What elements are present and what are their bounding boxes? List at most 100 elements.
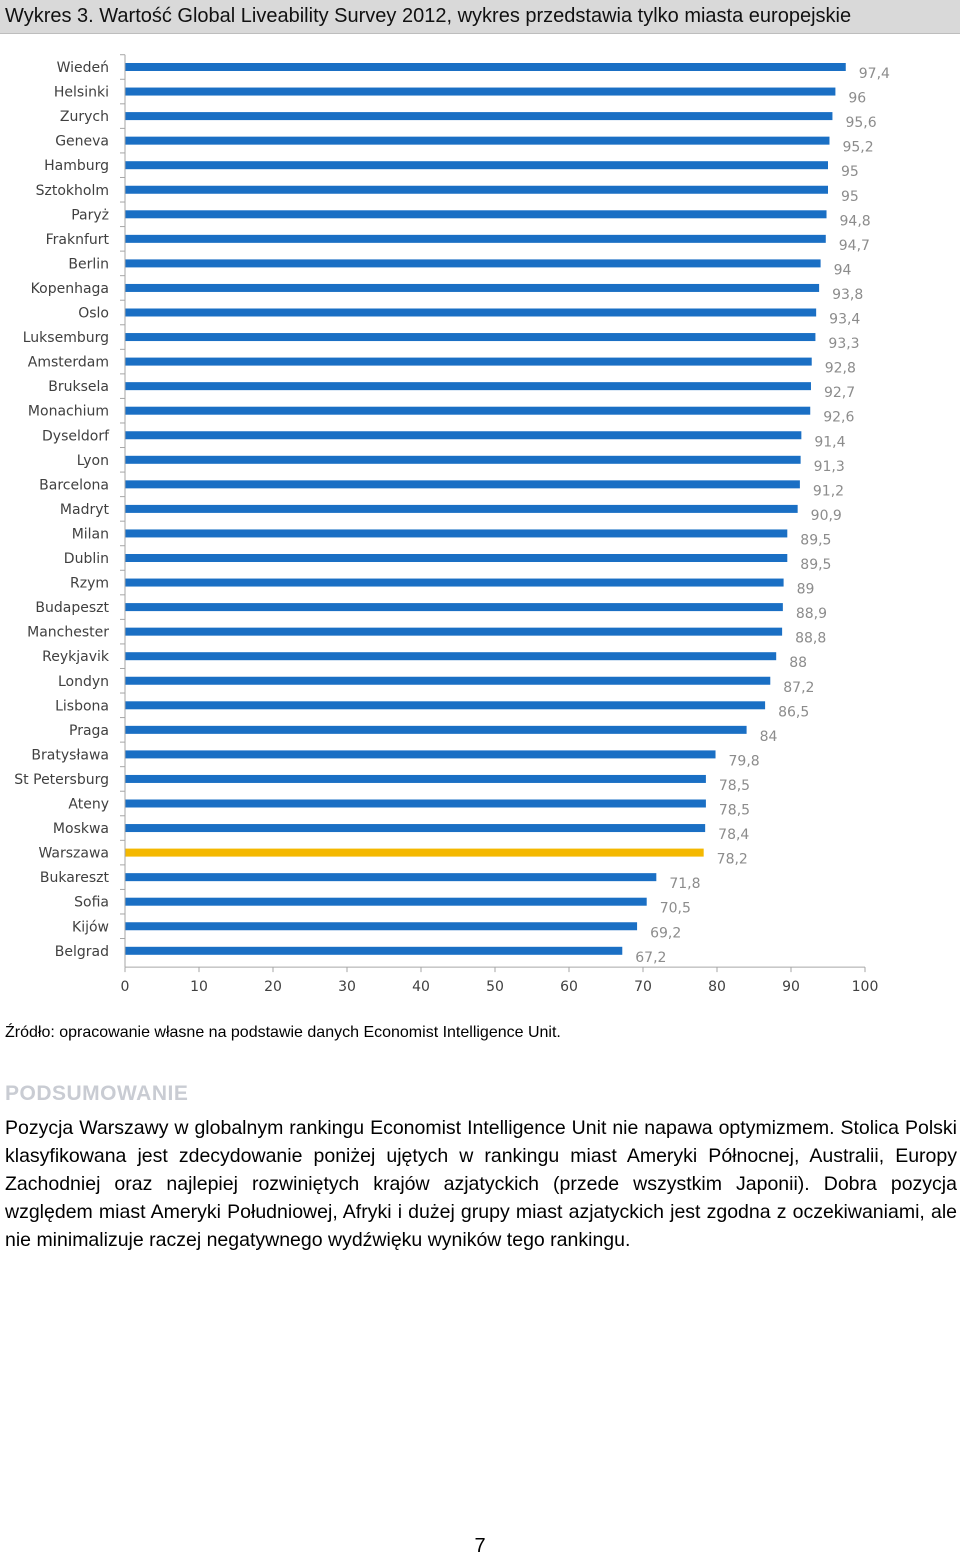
bar [125,848,704,857]
category-label: Madryt [60,502,110,518]
data-label: 84 [760,729,778,745]
category-label: Berlin [68,256,109,272]
data-label: 94 [834,262,852,278]
data-label: 89,5 [800,532,831,548]
category-label: Barcelona [39,477,109,493]
category-label: Bruksela [48,379,109,395]
category-label: Dublin [64,551,109,567]
bar [125,824,706,833]
category-label: Ateny [68,797,109,813]
bar [125,554,788,562]
category-label: Kopenhaga [31,281,109,297]
data-label: 88 [789,655,807,671]
data-label: 89,5 [800,557,831,573]
category-label: Rzym [70,576,109,592]
data-label: 95 [841,164,859,180]
x-tick-label: 10 [190,979,208,995]
bar [125,480,800,489]
data-label: 91,3 [814,459,845,475]
category-label: Bratysława [31,747,109,763]
x-tick-label: 60 [560,979,578,995]
bar [125,259,821,268]
data-label: 87,2 [783,680,814,696]
bar [125,799,706,808]
bar [125,87,836,96]
bar [125,333,816,342]
data-label: 79,8 [729,753,760,769]
x-tick-label: 70 [634,979,652,995]
data-label: 95,6 [845,115,876,131]
bar [125,382,811,391]
data-label: 91,4 [814,434,845,450]
bar [125,161,828,170]
bar [125,406,811,415]
section-heading: PODSUMOWANIE [5,1082,189,1105]
category-label: Milan [72,526,109,542]
source-note: Źródło: opracowanie własne na podstawie … [5,1024,561,1041]
data-label: 91,2 [813,483,844,499]
bar [125,185,828,194]
category-label: Lisbona [55,698,109,714]
bar [125,701,766,710]
category-label: Sofia [74,895,109,911]
data-label: 78,5 [719,803,750,819]
data-label: 70,5 [660,901,691,917]
caption-bar: Wykres 3. Wartość Global Liveability Sur… [0,0,960,34]
category-label: Fraknfurt [46,232,110,248]
category-label: Zurych [60,109,109,125]
bar [125,431,802,440]
category-label: Londyn [58,674,109,690]
data-label: 92,7 [824,385,855,401]
x-tick-label: 40 [412,979,430,995]
x-tick-label: 90 [782,979,800,995]
category-label: Geneva [55,134,109,150]
bar [125,627,783,636]
bar [125,774,706,783]
x-tick-label: 30 [338,979,356,995]
figure-caption: Wykres 3. Wartość Global Liveability Sur… [5,5,852,27]
category-label: Warszawa [38,846,109,862]
data-label: 89 [797,582,815,598]
data-label: 96 [848,91,866,107]
bar [125,922,638,931]
bar [125,529,788,538]
x-tick-label: 100 [852,979,879,995]
bar [125,283,820,292]
category-label: Lyon [77,453,109,469]
bar [125,578,784,587]
data-label: 93,8 [832,287,863,303]
data-label: 92,6 [823,410,854,426]
data-label: 88,9 [796,606,827,622]
summary-paragraph: Pozycja Warszawy w globalnym rankingu Ec… [5,1117,957,1251]
bar [125,676,771,685]
category-label: Amsterdam [28,355,109,371]
x-tick-label: 50 [486,979,504,995]
page-number: 7 [474,1535,486,1557]
bar [125,873,657,882]
bar [125,504,798,513]
bar [125,112,833,121]
bar [125,136,830,145]
bar [125,357,812,366]
data-label: 69,2 [650,925,681,941]
bar [125,603,783,612]
category-label: Manchester [27,625,109,641]
data-label: 90,9 [811,508,842,524]
category-label: Budapeszt [35,600,109,616]
bar [125,897,647,906]
data-label: 71,8 [669,876,700,892]
x-tick-label: 20 [264,979,282,995]
category-label: Helsinki [54,85,109,101]
category-label: Kijów [72,919,109,935]
bar-chart: Wiedeń 97,4 Helsinki 96 Zurych 95,6 Geneva 95,2… [14,54,890,995]
category-label: Wiedeń [57,60,109,76]
category-label: Moskwa [53,821,109,837]
data-label: 92,8 [825,361,856,377]
data-label: 67,2 [635,950,666,966]
bar [125,946,623,955]
category-label: Belgrad [55,944,109,960]
bar [125,725,747,734]
category-label: Sztokholm [36,183,109,199]
bar [125,234,826,243]
category-label: Paryż [71,207,109,223]
